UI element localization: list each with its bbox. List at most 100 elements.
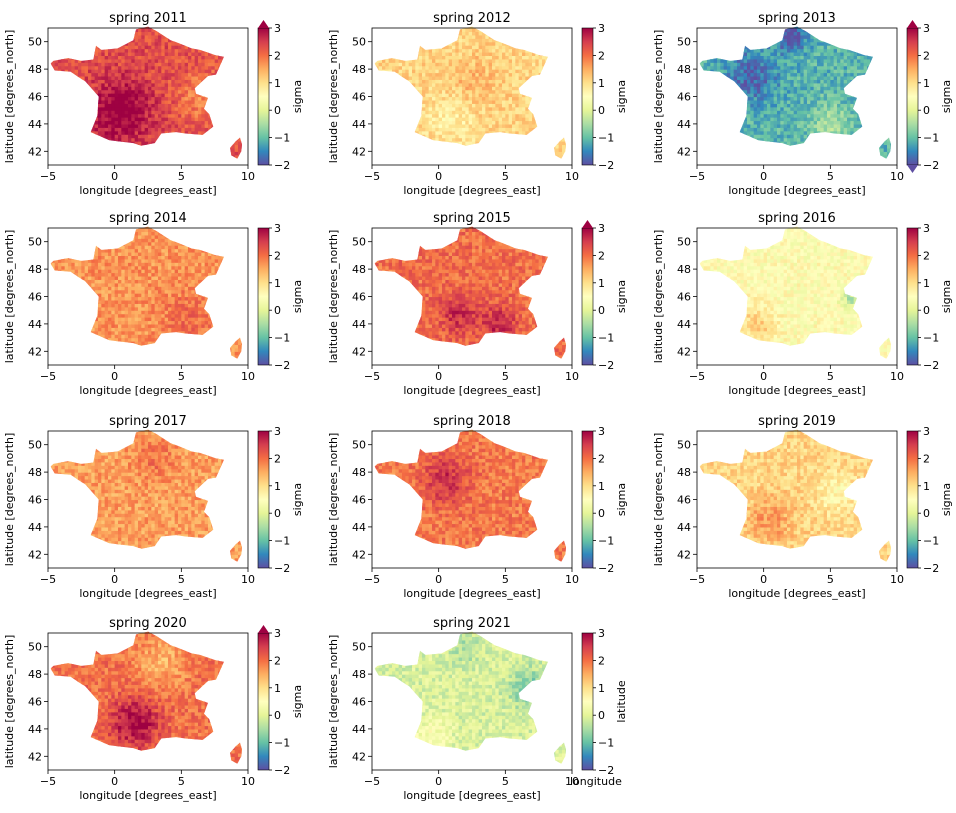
- heatmap-cell: [51, 49, 55, 53]
- heatmap-cell: [382, 83, 386, 87]
- heatmap-cell: [61, 42, 65, 46]
- heatmap-cell: [218, 28, 222, 32]
- heatmap-cell: [71, 110, 75, 114]
- heatmap-cell: [730, 42, 734, 46]
- heatmap-cell: [155, 141, 159, 145]
- heatmap-cell: [65, 52, 69, 56]
- heatmap-cell: [171, 141, 175, 145]
- heatmap-cell: [549, 59, 553, 63]
- heatmap-cell: [710, 42, 714, 46]
- heatmap-cell: [499, 144, 503, 148]
- heatmap-cell: [724, 35, 728, 39]
- heatmap-cell: [399, 100, 403, 104]
- heatmap-cell: [211, 79, 215, 83]
- heatmap-cell: [188, 31, 192, 35]
- heatmap-cell: [55, 28, 59, 32]
- heatmap-cell: [532, 83, 536, 87]
- heatmap-cell: [704, 86, 708, 90]
- heatmap-cell: [375, 52, 379, 56]
- heatmap-cell: [757, 35, 761, 39]
- heatmap-cell: [68, 103, 72, 107]
- heatmap-cell: [710, 138, 714, 142]
- heatmap-cell: [402, 141, 406, 145]
- heatmap-cell: [105, 144, 109, 148]
- subplot-title: spring 2013: [758, 11, 836, 26]
- heatmap-cell: [181, 138, 185, 142]
- heatmap-cell: [205, 35, 209, 39]
- heatmap-cell: [372, 86, 376, 90]
- heatmap-cell: [545, 76, 549, 80]
- heatmap-cell: [469, 144, 473, 148]
- heatmap-cell: [720, 31, 724, 35]
- heatmap-cell: [455, 28, 459, 32]
- heatmap-cell: [764, 144, 768, 148]
- heatmap-cell: [75, 141, 79, 145]
- heatmap-cell: [88, 49, 92, 53]
- heatmap-cell: [542, 90, 546, 94]
- heatmap-cell: [727, 103, 731, 107]
- heatmap-cell: [178, 31, 182, 35]
- heatmap-cell: [225, 120, 229, 124]
- heatmap-cell: [211, 97, 215, 101]
- heatmap-cell: [58, 103, 62, 107]
- heatmap-cell: [51, 31, 55, 35]
- heatmap-cell: [549, 110, 553, 114]
- heatmap-cell: [714, 73, 718, 77]
- heatmap-cell: [225, 127, 229, 131]
- heatmap-cell: [727, 90, 731, 94]
- heatmap-cell: [81, 144, 85, 148]
- heatmap-cell: [75, 52, 79, 56]
- heatmap-cell: [737, 100, 741, 104]
- heatmap-cell: [71, 93, 75, 97]
- heatmap-cell: [375, 31, 379, 35]
- heatmap-cell: [165, 134, 169, 138]
- heatmap-cell: [724, 127, 728, 131]
- heatmap-cell: [549, 114, 553, 118]
- heatmap-cell: [405, 100, 409, 104]
- heatmap-cell: [65, 86, 69, 90]
- heatmap-cell: [131, 28, 135, 32]
- heatmap-cell: [48, 127, 52, 131]
- heatmap-cell: [545, 83, 549, 87]
- heatmap-cell: [714, 134, 718, 138]
- heatmap-cell: [48, 138, 52, 142]
- heatmap-cell: [519, 138, 523, 142]
- heatmap-cell: [770, 31, 774, 35]
- heatmap-cell: [78, 35, 82, 39]
- heatmap-cell: [75, 86, 79, 90]
- heatmap-cell: [375, 93, 379, 97]
- heatmap-cell: [392, 28, 396, 32]
- heatmap-cell: [730, 97, 734, 101]
- heatmap-cell: [435, 42, 439, 46]
- heatmap-cell: [545, 73, 549, 77]
- heatmap-cell: [58, 35, 62, 39]
- heatmap-cell: [382, 38, 386, 42]
- heatmap-cell: [201, 45, 205, 49]
- heatmap-cell: [535, 35, 539, 39]
- heatmap-cell: [61, 127, 65, 131]
- heatmap-cell: [61, 144, 65, 148]
- heatmap-cell: [211, 76, 215, 80]
- heatmap-cell: [697, 107, 701, 111]
- heatmap-cell: [402, 117, 406, 121]
- heatmap-cell: [71, 45, 75, 49]
- heatmap-cell: [75, 100, 79, 104]
- heatmap-cell: [744, 100, 748, 104]
- heatmap-cell: [382, 73, 386, 77]
- heatmap-cell: [65, 31, 69, 35]
- heatmap-cell: [700, 124, 704, 128]
- heatmap-cell: [757, 28, 761, 32]
- heatmap-cell: [208, 35, 212, 39]
- heatmap-cell: [415, 144, 419, 148]
- heatmap-cell: [61, 76, 65, 80]
- heatmap-cell: [519, 86, 523, 90]
- heatmap-cell: [78, 83, 82, 87]
- heatmap-cell: [552, 138, 556, 142]
- heatmap-cell: [375, 127, 379, 131]
- heatmap-cell: [710, 103, 714, 107]
- heatmap-cell: [509, 31, 513, 35]
- heatmap-cell: [221, 31, 225, 35]
- heatmap-cell: [221, 124, 225, 128]
- heatmap-cell: [71, 31, 75, 35]
- heatmap-cell: [201, 90, 205, 94]
